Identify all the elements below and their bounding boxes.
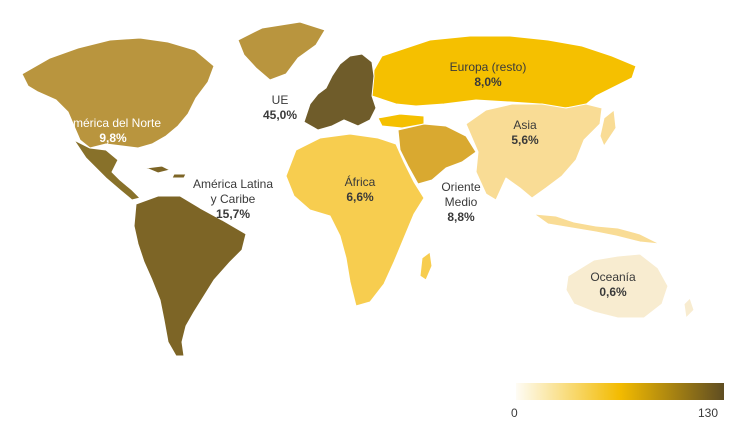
label-asia: Asia 5,6% xyxy=(511,118,538,148)
region-name-europa-resto: Europa (resto) xyxy=(449,60,527,74)
label-ue: UE 45,0% xyxy=(263,93,297,123)
region-asia[interactable] xyxy=(465,103,603,201)
region-sudeste-asiatico[interactable] xyxy=(533,213,661,245)
region-name-africa: África xyxy=(344,175,376,189)
label-africa: África 6,6% xyxy=(345,175,376,205)
region-name-ue: UE xyxy=(271,93,289,107)
legend-max-label: 130 xyxy=(698,406,719,420)
label-oriente-medio: Oriente Medio 8,8% xyxy=(441,180,480,225)
region-value-america-norte: 9,8% xyxy=(99,131,127,145)
region-value-latam: 15,7% xyxy=(215,207,251,221)
region-caribe[interactable] xyxy=(145,165,187,179)
region-value-oceania: 0,6% xyxy=(599,285,627,299)
region-oriente-medio[interactable] xyxy=(397,123,477,185)
region-name-asia: Asia xyxy=(513,118,537,132)
region-europa-resto[interactable] xyxy=(371,35,637,109)
region-greenland[interactable] xyxy=(237,21,326,81)
label-america-norte: América del Norte 9,8% xyxy=(65,116,161,146)
region-africa[interactable] xyxy=(285,133,425,307)
region-name-america-norte: América del Norte xyxy=(64,116,162,130)
region-value-oriente-medio: 8,8% xyxy=(447,210,475,224)
label-latam: América Latina y Caribe 15,7% xyxy=(193,177,273,222)
region-ue[interactable] xyxy=(303,53,377,131)
region-nueva-zelanda[interactable] xyxy=(683,297,695,319)
region-name-latam-2: y Caribe xyxy=(210,192,256,206)
region-madagascar[interactable] xyxy=(419,251,433,281)
region-name-oriente-medio-2: Medio xyxy=(444,195,478,209)
region-latam[interactable] xyxy=(133,195,247,357)
region-value-africa: 6,6% xyxy=(346,190,374,204)
region-value-ue: 45,0% xyxy=(262,108,298,122)
region-name-oceania: Oceanía xyxy=(590,270,636,284)
region-name-latam-1: América Latina xyxy=(192,177,274,191)
legend-min-label: 0 xyxy=(511,406,518,420)
color-scale-legend xyxy=(516,383,724,400)
region-japon[interactable] xyxy=(599,109,617,147)
region-oceania[interactable] xyxy=(565,253,669,319)
region-value-europa-resto: 8,0% xyxy=(474,75,502,89)
region-name-oriente-medio-1: Oriente xyxy=(441,180,481,194)
region-mexico[interactable] xyxy=(73,139,141,201)
label-oceania: Oceanía 0,6% xyxy=(590,270,635,300)
region-value-asia: 5,6% xyxy=(511,133,539,147)
label-europa-resto: Europa (resto) 8,0% xyxy=(450,60,527,90)
region-america-norte[interactable] xyxy=(21,37,215,149)
